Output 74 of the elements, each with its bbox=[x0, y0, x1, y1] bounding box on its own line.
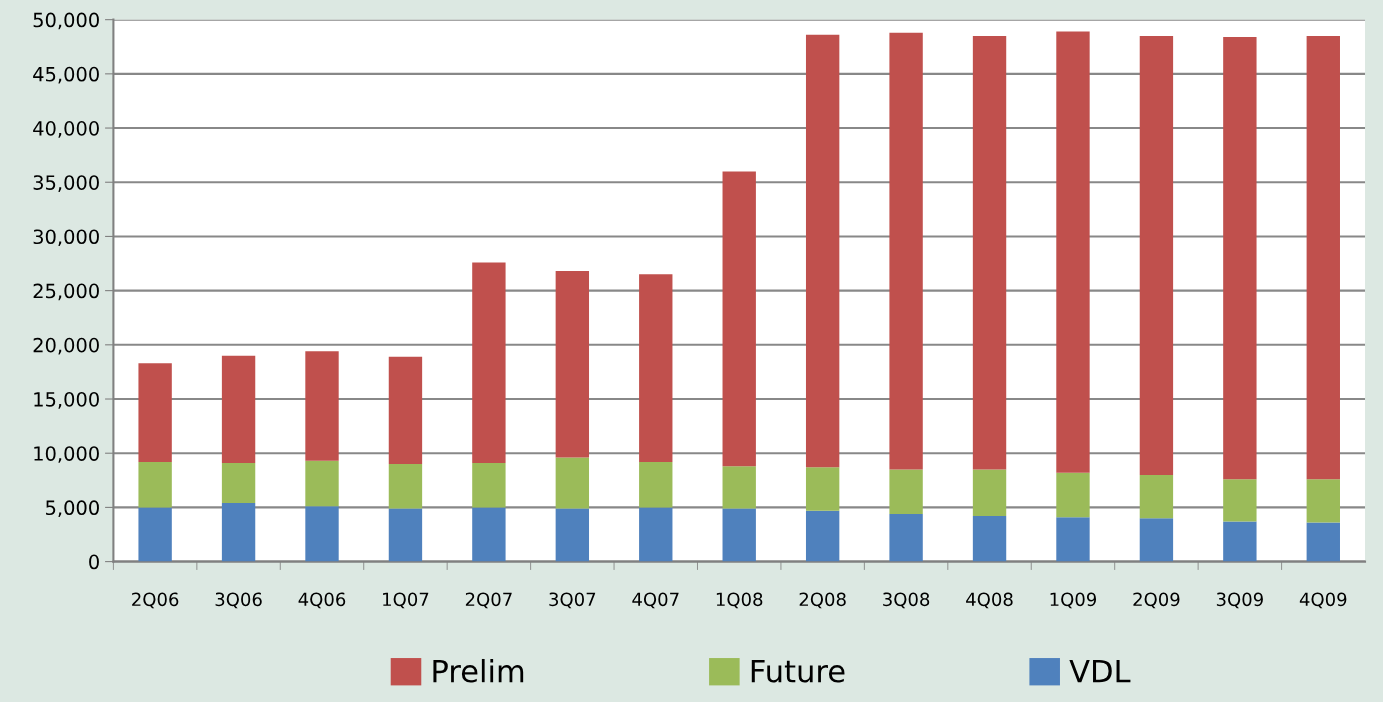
bar bbox=[1139, 474, 1174, 519]
bar bbox=[472, 462, 506, 508]
bar bbox=[555, 508, 590, 562]
y-tick-label: 25,000 bbox=[33, 283, 99, 301]
x-tick-label: 3Q08 bbox=[883, 592, 930, 609]
bar bbox=[722, 466, 756, 509]
y-tick-label: 40,000 bbox=[33, 121, 99, 138]
bar bbox=[472, 262, 506, 463]
legend-label: Future bbox=[751, 659, 845, 683]
bar bbox=[889, 513, 923, 562]
bar bbox=[388, 356, 423, 465]
bar bbox=[889, 469, 923, 514]
bar bbox=[1139, 35, 1174, 475]
bar bbox=[722, 171, 756, 467]
y-tick-label: 0 bbox=[89, 554, 99, 570]
y-tick-label: 50,000 bbox=[33, 12, 99, 30]
bar bbox=[138, 461, 172, 508]
x-tick-label: 4Q09 bbox=[1299, 592, 1347, 609]
x-tick-label: 2Q07 bbox=[465, 592, 512, 609]
bar bbox=[889, 32, 923, 470]
bar bbox=[388, 464, 423, 509]
bar bbox=[722, 508, 756, 562]
x-tick-label: 2Q09 bbox=[1133, 592, 1180, 609]
bar bbox=[805, 34, 840, 468]
bar bbox=[221, 503, 256, 562]
bar bbox=[1139, 518, 1174, 562]
legend-label: VDL bbox=[1069, 659, 1131, 683]
y-tick-label: 5,000 bbox=[46, 500, 99, 518]
x-tick-label: 1Q08 bbox=[716, 592, 763, 609]
bar bbox=[1223, 521, 1257, 562]
bar bbox=[138, 507, 172, 562]
x-tick-label: 1Q07 bbox=[383, 592, 429, 609]
bar bbox=[972, 35, 1007, 470]
bar bbox=[1056, 31, 1090, 473]
x-tick-label: 2Q08 bbox=[799, 592, 846, 609]
bar bbox=[1223, 479, 1257, 522]
bar bbox=[972, 469, 1007, 517]
bar bbox=[305, 460, 339, 507]
bar bbox=[305, 506, 339, 562]
bar bbox=[472, 507, 506, 562]
bar bbox=[639, 461, 673, 508]
x-tick-label: 3Q09 bbox=[1216, 592, 1263, 609]
bar bbox=[1306, 479, 1340, 523]
bar bbox=[221, 462, 256, 504]
bar bbox=[305, 351, 339, 461]
bar bbox=[639, 274, 673, 462]
y-tick-label: 10,000 bbox=[34, 446, 99, 463]
y-tick-label: 15,000 bbox=[34, 391, 99, 409]
bar bbox=[805, 510, 840, 562]
x-tick-label: 3Q07 bbox=[549, 592, 596, 609]
bar bbox=[555, 271, 590, 458]
bar bbox=[555, 457, 590, 509]
x-tick-label: 4Q07 bbox=[632, 592, 679, 609]
y-tick-label: 45,000 bbox=[33, 66, 99, 84]
y-tick-label: 30,000 bbox=[33, 229, 99, 247]
bar bbox=[221, 355, 256, 463]
y-tick-label: 20,000 bbox=[33, 337, 99, 355]
x-tick-label: 3Q06 bbox=[215, 592, 262, 609]
x-tick-label: 2Q06 bbox=[132, 592, 179, 609]
bar bbox=[1306, 35, 1340, 480]
bar bbox=[972, 516, 1007, 562]
x-tick-label: 4Q06 bbox=[298, 592, 346, 609]
bar bbox=[639, 507, 673, 562]
bar bbox=[138, 363, 172, 462]
bar bbox=[1306, 522, 1340, 562]
legend-label: Prelim bbox=[433, 658, 524, 683]
x-tick-label: 1Q09 bbox=[1050, 592, 1097, 609]
x-tick-label: 4Q08 bbox=[966, 592, 1013, 609]
y-tick-label: 35,000 bbox=[33, 175, 99, 192]
bar bbox=[805, 467, 840, 511]
bar bbox=[1056, 517, 1090, 562]
bar bbox=[1223, 37, 1257, 480]
bar bbox=[1056, 472, 1090, 518]
bar bbox=[388, 508, 423, 562]
